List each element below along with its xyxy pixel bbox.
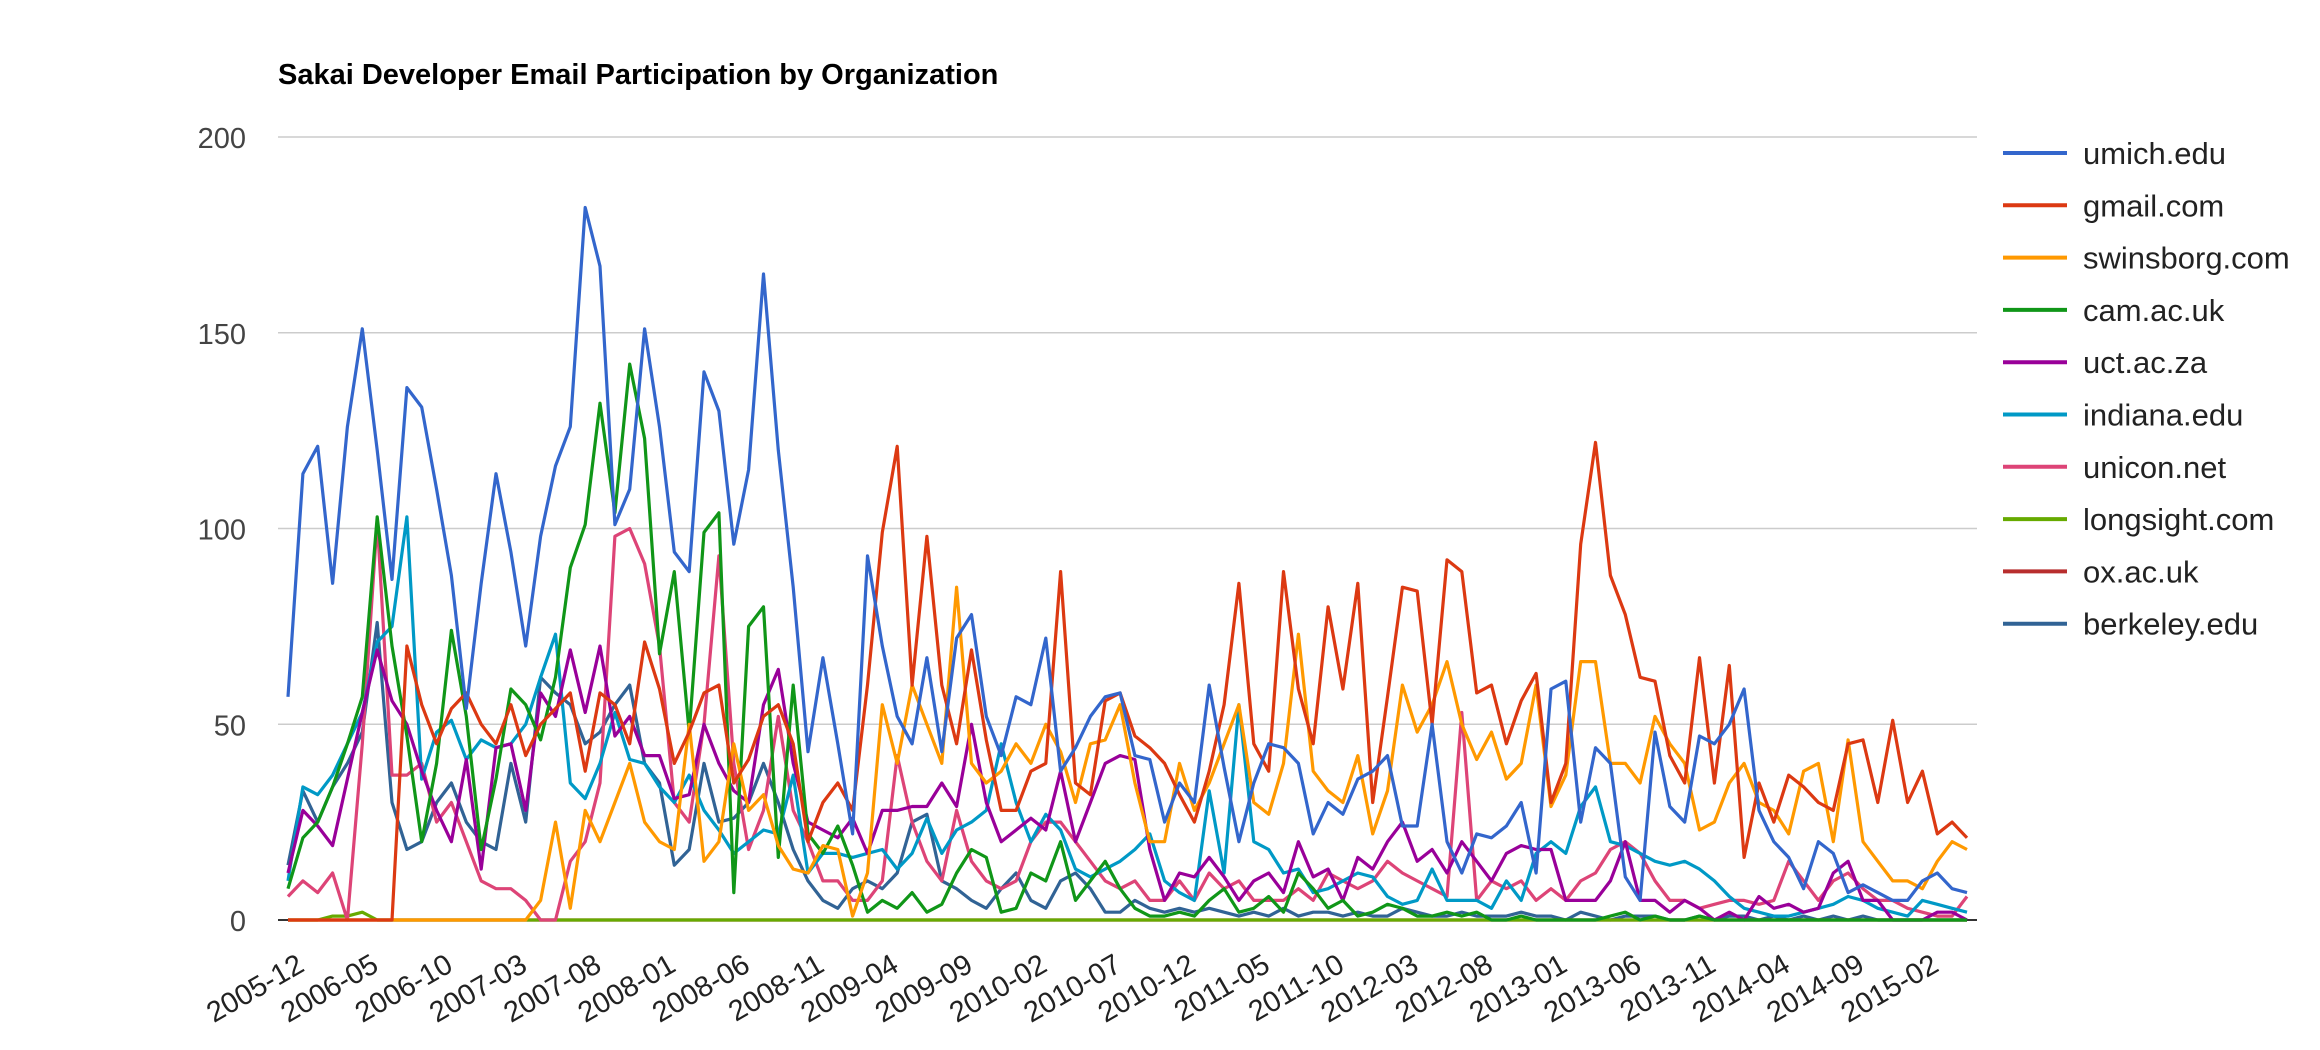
legend-item-berkeley-edu[interactable]: berkeley.edu — [2003, 607, 2258, 642]
legend-label: indiana.edu — [2083, 398, 2243, 433]
series-line-indiana-edu[interactable] — [286, 515, 1968, 918]
y-tick-label: 0 — [230, 906, 246, 938]
series-line-cam-ac-uk[interactable] — [286, 362, 1967, 922]
legend-label: swinsborg.com — [2083, 241, 2290, 276]
chart-title: Sakai Developer Email Participation by O… — [278, 59, 998, 91]
legend-item-umich-edu[interactable]: umich.edu — [2003, 136, 2226, 171]
legend-item-uct-ac-za[interactable]: uct.ac.za — [2003, 345, 2208, 380]
y-tick-label: 100 — [198, 515, 246, 547]
plot-area — [286, 205, 1969, 922]
y-tick-label: 200 — [198, 123, 246, 155]
y-tick-label: 150 — [198, 319, 246, 351]
legend-label: berkeley.edu — [2083, 607, 2258, 642]
series-line-umich-edu[interactable] — [286, 205, 1968, 903]
legend-label: uct.ac.za — [2083, 345, 2208, 380]
legend[interactable]: umich.edu gmail.com swinsborg.com cam.ac.uk… — [2003, 136, 2290, 642]
legend-item-unicon-net[interactable]: unicon.net — [2003, 450, 2226, 485]
series-line-gmail-com[interactable] — [288, 440, 1969, 922]
y-axis: 0 50 100 150 200 — [198, 123, 246, 938]
y-tick-label: 50 — [214, 710, 246, 742]
legend-label: gmail.com — [2083, 188, 2224, 223]
legend-item-indiana-edu[interactable]: indiana.edu — [2003, 398, 2243, 433]
series-line-swinsborg-com[interactable] — [288, 585, 1968, 922]
series-line-uct-ac-za[interactable] — [286, 644, 1968, 922]
x-axis: 2005-122006-052006-102007-032007-082008-… — [201, 948, 1944, 1029]
legend-label: unicon.net — [2083, 450, 2226, 485]
legend-item-ox-ac-uk[interactable]: ox.ac.uk — [2003, 554, 2199, 589]
legend-item-longsight-com[interactable]: longsight.com — [2003, 502, 2274, 537]
legend-label: umich.edu — [2083, 136, 2226, 171]
legend-label: longsight.com — [2083, 502, 2274, 537]
legend-item-gmail-com[interactable]: gmail.com — [2003, 188, 2224, 223]
legend-label: cam.ac.uk — [2083, 293, 2225, 328]
legend-label: ox.ac.uk — [2083, 554, 2199, 589]
legend-item-cam-ac-uk[interactable]: cam.ac.uk — [2003, 293, 2225, 328]
legend-item-swinsborg-com[interactable]: swinsborg.com — [2003, 241, 2290, 276]
